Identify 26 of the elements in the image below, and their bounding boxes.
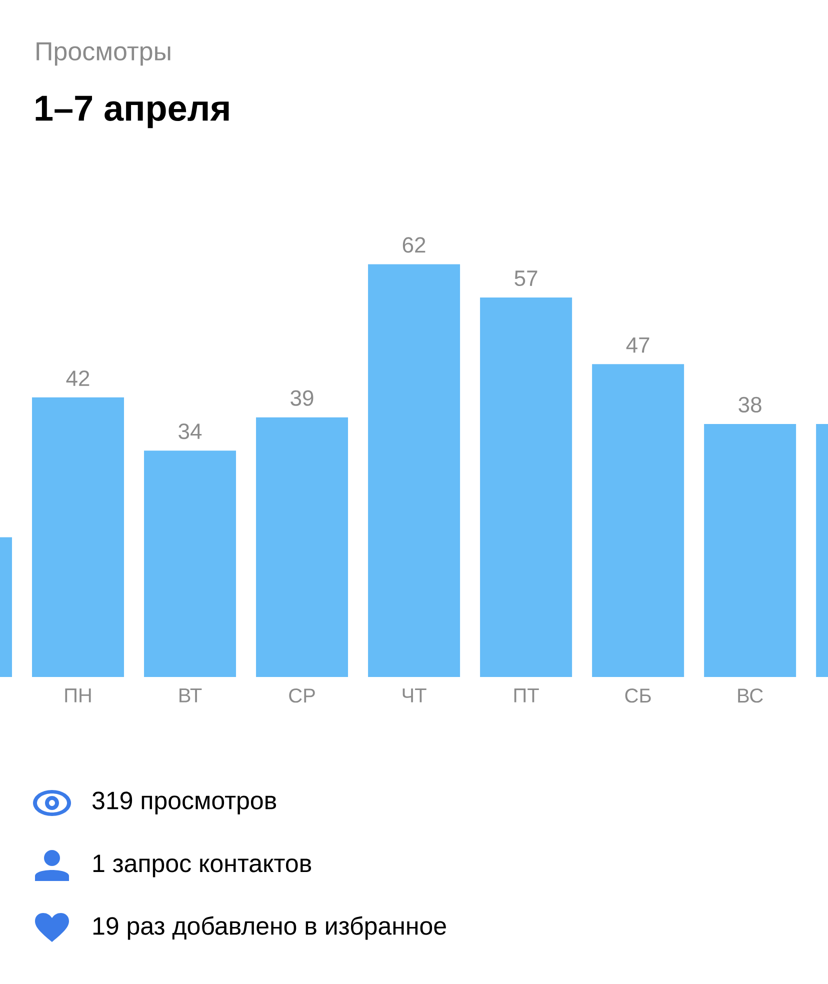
data-label: 34 bbox=[178, 424, 202, 440]
x-tick-label: ВТ bbox=[180, 688, 202, 702]
x-tick-label: СБ bbox=[625, 688, 651, 703]
bar bbox=[368, 264, 460, 677]
data-label: 47 bbox=[626, 337, 650, 353]
bar bbox=[704, 424, 796, 677]
data-label: 62 bbox=[402, 237, 426, 253]
text: 1 запрос контактов bbox=[93, 854, 312, 878]
text: 319 просмотров bbox=[92, 792, 276, 814]
x-tick-label: ПН bbox=[65, 688, 91, 702]
x-tick-label: ЧТ bbox=[402, 688, 426, 702]
bar bbox=[144, 450, 236, 677]
data-label: 57 bbox=[514, 270, 538, 286]
x-tick-label: СР bbox=[289, 688, 315, 703]
bar bbox=[256, 417, 348, 677]
bar bbox=[592, 364, 684, 677]
bar bbox=[480, 298, 572, 677]
chart-subtitle: 1–7 апреля bbox=[36, 96, 229, 128]
bar bbox=[32, 397, 124, 677]
x-tick-label: ВС bbox=[738, 688, 763, 703]
x-tick-label: ПТ bbox=[514, 688, 539, 702]
data-label: 39 bbox=[290, 390, 314, 406]
data-label: 42 bbox=[66, 370, 90, 386]
text: 19 раз добавлено в избранное bbox=[93, 916, 446, 940]
chart-title: Просмотры bbox=[36, 42, 170, 66]
data-label: 38 bbox=[738, 396, 762, 413]
